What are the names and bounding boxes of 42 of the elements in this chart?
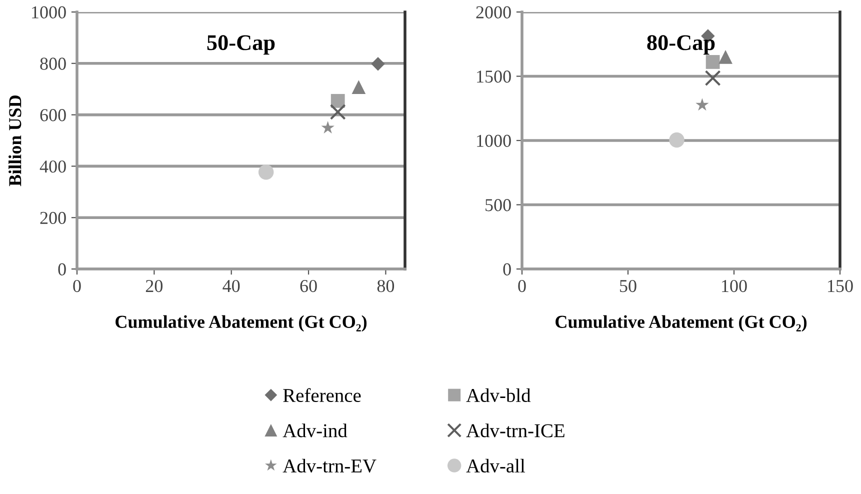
y-axis-title: Billion USD (8, 95, 22, 186)
point (330, 94, 345, 108)
x-tick-label: 60 (300, 280, 317, 292)
legend-label: Reference (283, 388, 361, 402)
x-tick-label: 100 (722, 280, 747, 292)
y-tick-label: 0 (503, 263, 511, 276)
x-axis-title: Cumulative Abatement (Gt CO₂) (116, 315, 367, 332)
y-tick-label: 2000 (476, 6, 511, 18)
x-tick-label: 0 (518, 280, 526, 292)
point (696, 98, 709, 111)
y-tick-label: 0 (58, 263, 66, 276)
point (352, 80, 366, 94)
x-tick-label: 40 (222, 280, 240, 292)
point (371, 57, 385, 71)
y-tick-label: 1000 (32, 6, 66, 18)
legend-label: Adv-bld (466, 388, 531, 402)
y-tick-label: 500 (486, 199, 511, 212)
point (258, 164, 274, 180)
y-tick-label: 200 (40, 212, 66, 224)
point (704, 70, 721, 86)
text: 50-Cap (207, 35, 275, 55)
text: 80-Cap (647, 35, 715, 55)
legend-label: Adv-ind (282, 424, 348, 438)
point (321, 120, 334, 134)
point (706, 55, 720, 69)
x-tick-label: 20 (146, 280, 163, 292)
y-tick-label: 1500 (477, 70, 511, 83)
y-tick-label: 400 (40, 160, 66, 173)
y-tick-label: 600 (40, 109, 66, 122)
x-tick-label: 50 (620, 280, 636, 292)
point (718, 50, 732, 64)
x-axis-title: Cumulative Abatement (Gt CO₂) (556, 315, 807, 332)
y-tick-label: 800 (40, 58, 66, 70)
x-tick-label: 80 (377, 280, 394, 292)
y-tick-label: 1000 (477, 134, 511, 147)
point (669, 132, 684, 148)
legend-label: Adv-trn-EV (282, 458, 376, 473)
point (330, 104, 346, 120)
x-tick-label: 150 (828, 280, 853, 292)
legend-label: Adv-trn-ICE (466, 424, 564, 438)
legend-label: Adv-all (466, 458, 526, 473)
x-tick-label: 0 (73, 280, 81, 292)
